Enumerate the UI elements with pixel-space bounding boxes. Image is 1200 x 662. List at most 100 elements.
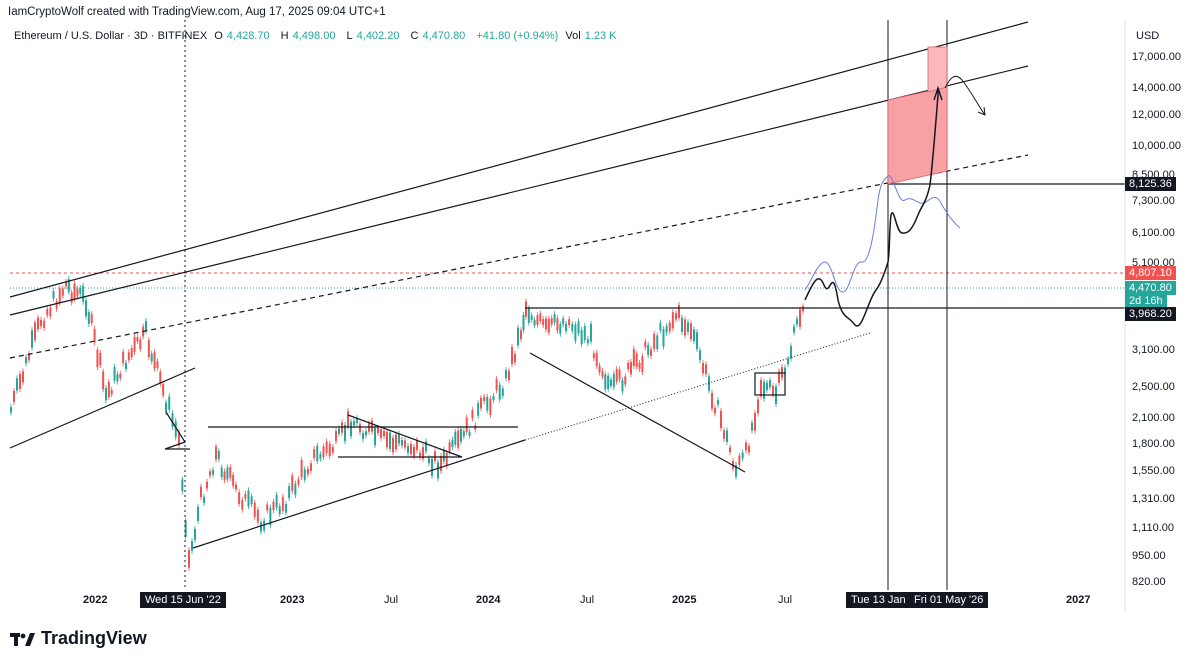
candle xyxy=(344,424,346,442)
candle xyxy=(87,312,90,324)
candle xyxy=(787,358,789,365)
candle xyxy=(278,506,281,515)
currency-label[interactable]: USD xyxy=(1136,30,1160,42)
date-tick: 2022 xyxy=(83,594,108,606)
candle xyxy=(184,521,187,537)
candle xyxy=(624,376,627,385)
candle xyxy=(687,322,689,333)
candle xyxy=(200,486,202,498)
candle xyxy=(306,468,309,475)
candle xyxy=(448,442,451,452)
date-tick: Jul xyxy=(778,594,793,606)
price-tick: 820.00 xyxy=(1132,576,1166,588)
candle xyxy=(784,367,786,375)
candle xyxy=(498,384,501,400)
candle xyxy=(347,411,349,427)
candle xyxy=(647,344,650,356)
candle xyxy=(635,353,638,367)
candle xyxy=(748,446,750,453)
date-tick: 2025 xyxy=(672,594,697,606)
candle xyxy=(601,371,604,377)
candle xyxy=(159,371,162,385)
candle xyxy=(70,292,73,303)
candle xyxy=(256,509,259,523)
candle xyxy=(197,506,199,522)
level-badge-support: 3,968.20 xyxy=(1125,307,1176,321)
candle xyxy=(477,403,480,416)
candlestick-series xyxy=(10,276,804,571)
candle xyxy=(536,315,539,325)
candle xyxy=(592,353,595,359)
tradingview-logo[interactable]: TradingView xyxy=(10,628,147,649)
candle xyxy=(380,429,382,438)
candle xyxy=(413,446,415,457)
candle xyxy=(796,318,798,325)
chart-credit: IamCryptoWolf created with TradingView.c… xyxy=(8,6,386,18)
candle xyxy=(627,362,630,370)
candle xyxy=(621,380,624,392)
candle xyxy=(760,379,762,397)
candle xyxy=(590,323,592,342)
candle xyxy=(353,421,355,426)
candle xyxy=(181,479,184,491)
candle xyxy=(269,507,272,526)
candle xyxy=(90,314,93,324)
candle xyxy=(58,288,61,303)
candle xyxy=(451,439,454,448)
candle xyxy=(215,446,217,460)
candle xyxy=(583,326,586,341)
candle xyxy=(741,452,744,459)
candle xyxy=(653,333,656,350)
candle xyxy=(565,323,567,332)
candle xyxy=(539,313,542,322)
price-tick: 2,100.00 xyxy=(1132,412,1175,424)
candle xyxy=(105,388,107,401)
candle xyxy=(82,285,85,302)
candle xyxy=(632,348,635,367)
candle xyxy=(757,399,759,414)
candle xyxy=(325,441,328,453)
candle xyxy=(520,330,522,340)
candle xyxy=(171,413,174,427)
candle xyxy=(735,464,737,477)
forecast-path-black xyxy=(804,94,939,327)
candle xyxy=(133,336,136,352)
candle xyxy=(285,503,287,513)
candle xyxy=(454,431,457,445)
candle xyxy=(802,306,804,312)
candle xyxy=(67,279,70,293)
date-tick: 2027 xyxy=(1066,594,1091,606)
candle xyxy=(489,398,492,416)
brand-name: TradingView xyxy=(41,628,147,648)
candle xyxy=(125,362,127,369)
candle xyxy=(31,330,33,348)
candle xyxy=(19,373,21,389)
candle xyxy=(229,467,232,478)
price-change: +41.80 (+0.94%) xyxy=(476,30,559,42)
candle xyxy=(610,379,612,386)
candle xyxy=(659,322,662,331)
candle xyxy=(437,462,439,479)
candle xyxy=(43,320,46,328)
candle xyxy=(630,362,632,375)
candle xyxy=(232,474,235,487)
support-trendline xyxy=(192,439,526,549)
ohlc-high: H 4,498.00 xyxy=(280,30,336,42)
symbol-legend: Ethereum / U.S. Dollar · 3D · BITFINEX O… xyxy=(14,30,625,42)
candle xyxy=(763,381,765,399)
candle xyxy=(656,335,659,350)
candle xyxy=(113,366,116,381)
price-tick: 1,110.00 xyxy=(1132,522,1175,534)
candle xyxy=(693,329,695,342)
price-tick: 3,100.00 xyxy=(1132,344,1175,356)
candle xyxy=(263,520,266,531)
candle xyxy=(460,428,462,442)
price-tick: 14,000.00 xyxy=(1132,82,1181,94)
level-badge-high: 8,125.36 xyxy=(1125,177,1176,191)
candle xyxy=(136,337,139,342)
candle xyxy=(501,388,504,396)
candle xyxy=(37,317,39,330)
symbol-name[interactable]: Ethereum / U.S. Dollar · 3D · BITFINEX xyxy=(14,30,208,42)
candle xyxy=(65,281,67,287)
